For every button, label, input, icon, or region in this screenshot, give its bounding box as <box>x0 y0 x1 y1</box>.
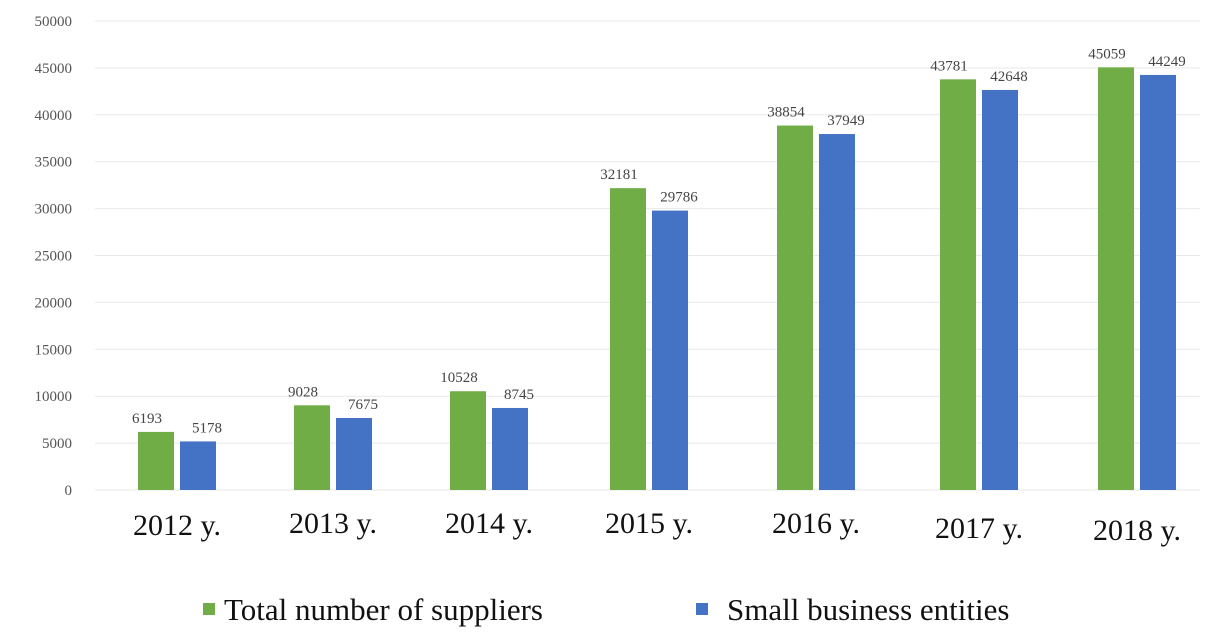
data-label-small-business-4: 37949 <box>827 113 865 129</box>
data-labels: 6193 5178 9028 7675 10528 8745 32181 29786 38854… <box>132 46 1186 436</box>
legend-item-total-suppliers: Total number of suppliers <box>203 592 543 627</box>
bar-total-suppliers-1 <box>294 405 330 490</box>
data-label-small-business-1: 7675 <box>348 397 378 413</box>
y-tick-label: 25000 <box>35 249 73 265</box>
y-tick-label: 30000 <box>35 202 73 218</box>
x-category-label-6: 2018 y. <box>1093 514 1181 547</box>
data-label-small-business-3: 29786 <box>660 190 698 206</box>
legend-swatch <box>203 603 215 615</box>
bar-total-suppliers-5 <box>940 79 976 490</box>
y-tick-label: 40000 <box>35 108 73 124</box>
data-label-total-suppliers-2: 10528 <box>440 370 478 386</box>
y-tick-label: 5000 <box>42 436 72 452</box>
bar-small-business-6 <box>1140 74 1176 490</box>
y-axis-ticks: 0 5000 10000 15000 20000 25000 30000 35000 40000… <box>35 14 73 499</box>
legend-item-small-business: Small business entities <box>696 592 1009 627</box>
data-label-total-suppliers-1: 9028 <box>288 384 318 400</box>
legend-swatch <box>696 603 708 615</box>
bar-total-suppliers-4 <box>777 125 813 491</box>
bar-small-business-0 <box>180 441 216 490</box>
y-tick-label: 35000 <box>35 155 73 171</box>
data-label-small-business-5: 42648 <box>990 69 1028 85</box>
data-label-total-suppliers-6: 45059 <box>1088 46 1126 62</box>
x-category-label-4: 2016 y. <box>772 507 860 540</box>
bars <box>138 67 1176 491</box>
data-label-small-business-6: 44249 <box>1148 54 1186 70</box>
y-tick-label: 0 <box>65 483 73 499</box>
y-tick-label: 45000 <box>35 61 73 77</box>
x-category-label-0: 2012 y. <box>133 509 221 542</box>
data-label-total-suppliers-4: 38854 <box>767 105 805 121</box>
y-tick-label: 15000 <box>35 342 73 358</box>
bar-total-suppliers-0 <box>138 431 174 490</box>
bar-total-suppliers-3 <box>610 188 646 491</box>
legend-label: Total number of suppliers <box>224 592 543 627</box>
y-tick-label: 20000 <box>35 295 73 311</box>
bar-small-business-2 <box>492 407 528 490</box>
data-label-small-business-0: 5178 <box>192 420 222 436</box>
y-tick-label: 10000 <box>35 389 73 405</box>
gridlines <box>95 20 1200 491</box>
bar-small-business-3 <box>652 210 688 491</box>
bar-small-business-5 <box>982 89 1018 490</box>
x-category-label-5: 2017 y. <box>935 512 1023 545</box>
bar-small-business-4 <box>819 134 855 490</box>
legend-label: Small business entities <box>727 592 1009 627</box>
x-category-label-3: 2015 y. <box>605 507 693 540</box>
x-axis-categories: 2012 y. 2013 y. 2014 y. 2015 y. 2016 y. 2017 … <box>133 507 1181 547</box>
data-label-total-suppliers-5: 43781 <box>930 58 968 74</box>
data-label-small-business-2: 8745 <box>504 387 534 403</box>
data-label-total-suppliers-0: 6193 <box>132 411 162 427</box>
y-tick-label: 50000 <box>35 14 73 30</box>
bar-small-business-1 <box>336 418 372 490</box>
bar-total-suppliers-6 <box>1098 67 1134 490</box>
data-label-total-suppliers-3: 32181 <box>600 167 638 183</box>
x-category-label-2: 2014 y. <box>445 507 533 540</box>
bar-total-suppliers-2 <box>450 391 486 490</box>
x-category-label-1: 2013 y. <box>289 507 377 540</box>
legend: Total number of suppliers Small business … <box>203 592 1009 627</box>
